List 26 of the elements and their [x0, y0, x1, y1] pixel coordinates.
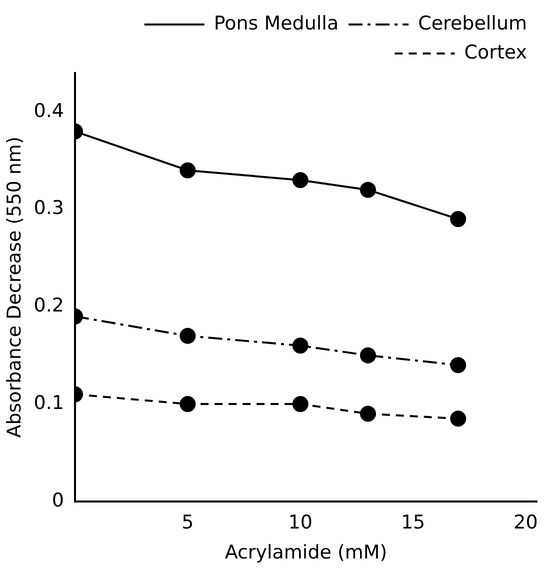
- x-tick-label: 5: [182, 512, 194, 534]
- y-tick-label: 0.1: [34, 392, 64, 414]
- point: [360, 347, 376, 364]
- point: [360, 406, 376, 422]
- x-tick-label: 10: [288, 512, 312, 534]
- legend-label: Pons Medulla: [214, 12, 339, 34]
- y-axis-title: Absorbance Decrease (550 nm): [3, 136, 26, 438]
- point: [180, 162, 196, 178]
- point: [360, 182, 376, 198]
- x-tick-label: 20: [514, 512, 538, 534]
- x-tick-label: 15: [400, 512, 426, 534]
- point: [292, 172, 308, 188]
- point: [292, 338, 308, 354]
- legend-label: Cerebellum: [418, 12, 528, 34]
- y-tick-label: 0.4: [34, 100, 64, 122]
- point: [450, 211, 466, 228]
- point: [180, 328, 196, 344]
- x-axis-title: Acrylamide (mM): [224, 542, 388, 564]
- y-tick-label: 0: [52, 489, 64, 512]
- point: [450, 357, 466, 374]
- point: [450, 410, 466, 427]
- legend-label: Cortex: [464, 41, 528, 64]
- point: [180, 396, 196, 412]
- y-tick-label: 0.2: [34, 294, 64, 317]
- point: [292, 396, 308, 412]
- y-tick-label: 0.3: [34, 197, 64, 220]
